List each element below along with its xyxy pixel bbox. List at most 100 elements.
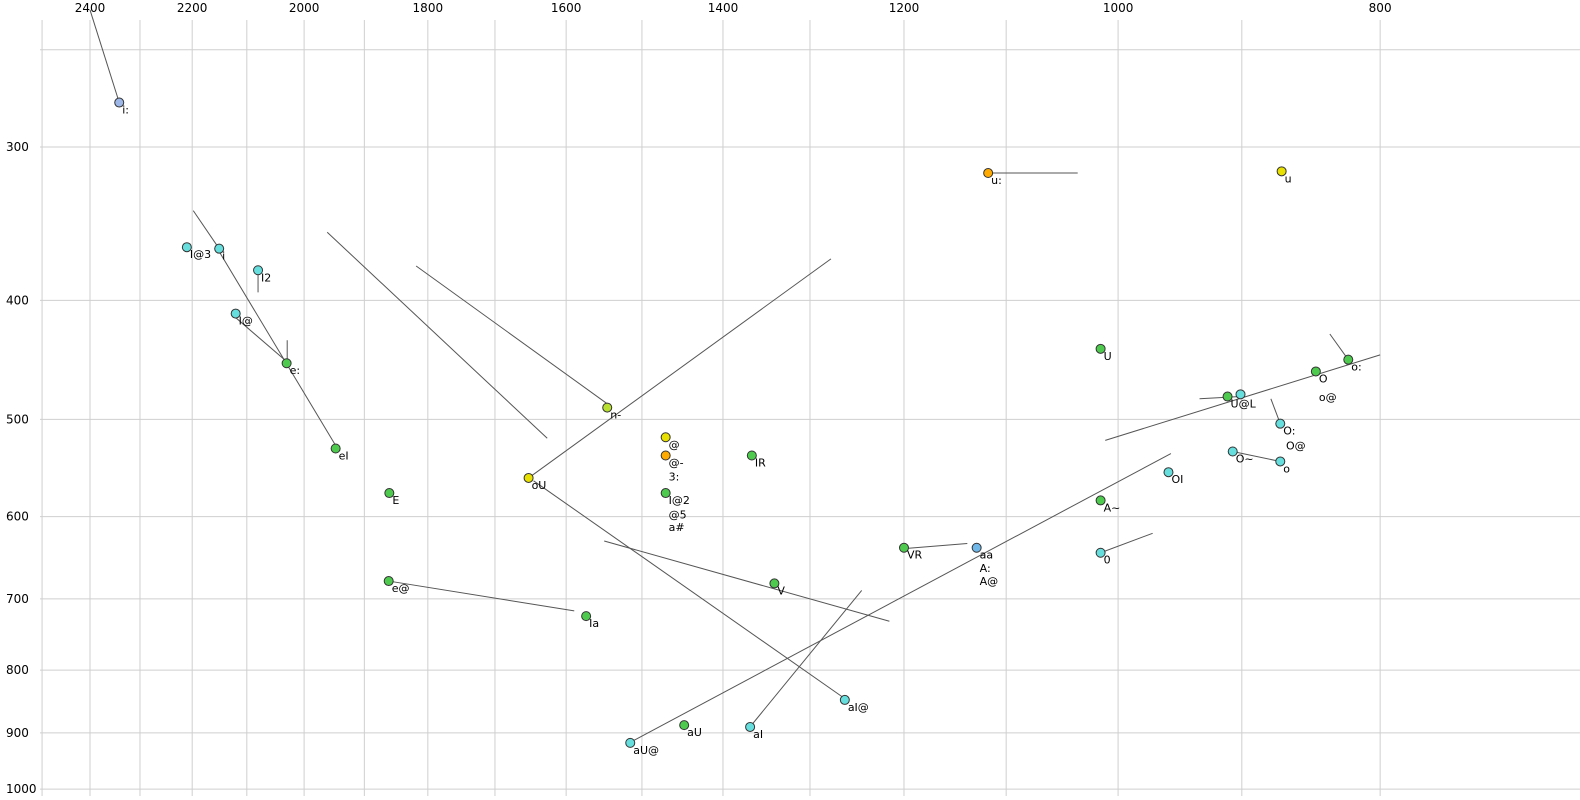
point-label: 3:: [669, 470, 680, 483]
data-point: [745, 721, 756, 732]
data-point: [1275, 418, 1286, 429]
point-label: I@2: [669, 494, 690, 507]
trajectory-line: [192, 210, 220, 249]
point-label: e:: [290, 364, 300, 377]
y-axis-tick-label: 800: [6, 663, 29, 677]
data-point: [660, 488, 671, 499]
x-axis-tick-label: 1400: [708, 1, 739, 15]
data-point: [1227, 446, 1238, 457]
data-point: [230, 308, 241, 319]
data-point: [839, 694, 850, 705]
point-label: a#: [669, 521, 685, 534]
trajectory-line: [1329, 333, 1349, 360]
x-axis-tick-label: 2000: [289, 1, 320, 15]
trajectory-line: [1232, 451, 1281, 462]
point-label: o:: [1351, 361, 1361, 374]
trajectory-line: [89, 9, 120, 103]
data-point: [1095, 343, 1106, 354]
data-point: [660, 450, 671, 461]
data-point: [523, 472, 534, 483]
trajectory-line: [1100, 532, 1153, 554]
point-label: A:: [980, 562, 991, 575]
x-axis-tick-label: 1000: [1103, 1, 1134, 15]
data-point: [1222, 391, 1233, 402]
data-point: [330, 443, 341, 454]
data-point: [114, 97, 125, 108]
point-label: aI: [753, 728, 763, 741]
trajectory-line: [388, 580, 575, 612]
point-label: E: [392, 494, 399, 507]
point-label: I2: [261, 271, 271, 284]
point-label: eI: [339, 449, 349, 462]
data-point: [1343, 354, 1354, 365]
point-label: u: [1285, 172, 1292, 185]
point-label: IR: [755, 457, 766, 470]
trajectory-line: [415, 265, 609, 405]
y-axis-tick-label: 300: [6, 140, 29, 154]
trajectory-line: [233, 315, 288, 363]
point-label: i: [222, 250, 225, 263]
data-point: [1310, 366, 1321, 377]
data-point: [384, 488, 395, 499]
data-point: [1163, 467, 1174, 478]
data-point: [1275, 456, 1286, 467]
data-point: [1095, 495, 1106, 506]
point-label: OI: [1171, 473, 1183, 486]
trajectory-line: [604, 540, 890, 622]
data-point: [1235, 389, 1246, 400]
y-axis-tick-label: 1000: [6, 782, 37, 796]
trajectory-line: [528, 258, 832, 479]
point-label: I@3: [190, 248, 211, 261]
data-points: i: u: u I@3 i I2 I@ e: Uo: Oo@ U@L n- @ @-3: eI IR O:O@ O…: [114, 97, 1362, 757]
point-label: A~: [1104, 501, 1121, 514]
trajectory-line: [750, 590, 863, 727]
axis-ticks: 2400 2200 2000 1800 1600 1400 1200 1000 800 300 40…: [6, 1, 1392, 796]
point-label: aU: [687, 726, 702, 739]
data-point: [1095, 547, 1106, 558]
data-point: [253, 265, 264, 276]
x-axis-tick-label: 2400: [75, 1, 106, 15]
data-point: [383, 576, 394, 587]
data-point: [214, 243, 225, 254]
point-label: o: [1283, 462, 1290, 475]
point-label: aa: [980, 549, 993, 562]
point-label: 0: [1104, 554, 1111, 567]
point-label: @-: [669, 457, 684, 470]
data-point: [581, 611, 592, 622]
point-label: aI@: [848, 701, 869, 714]
point-label: O@: [1286, 439, 1306, 452]
point-label: u:: [991, 174, 1002, 187]
data-point: [1276, 166, 1287, 177]
point-label: I@: [239, 315, 253, 328]
grid: [40, 20, 1580, 796]
x-axis-tick-label: 1800: [413, 1, 444, 15]
point-label: n-: [610, 409, 621, 422]
data-point: [181, 242, 192, 253]
point-label: e@: [392, 582, 410, 595]
x-axis-tick-label: 1600: [551, 1, 582, 15]
point-label: oU: [532, 479, 547, 492]
y-axis-tick-label: 400: [6, 293, 29, 307]
data-point: [898, 542, 909, 553]
point-label: U: [1104, 350, 1112, 363]
point-label: Ia: [589, 617, 599, 630]
y-axis-tick-label: 600: [6, 510, 29, 524]
trajectory-lines: [89, 9, 1381, 743]
point-label: @: [669, 438, 680, 451]
data-point: [983, 168, 994, 179]
data-point: [660, 432, 671, 443]
point-label: O: [1319, 372, 1328, 385]
trajectory-line: [533, 480, 847, 700]
point-label: U@L: [1231, 398, 1257, 411]
data-point: [679, 720, 690, 731]
point-label: V: [777, 584, 785, 597]
data-point: [281, 358, 292, 369]
trajectory-line: [326, 231, 548, 439]
y-axis-tick-label: 500: [6, 412, 29, 426]
point-label: O:: [1283, 425, 1295, 438]
trajectory-line: [1199, 396, 1241, 400]
point-label: O~: [1236, 453, 1254, 466]
point-label: aU@: [633, 744, 659, 757]
trajectory-line: [903, 543, 968, 550]
point-label: A@: [980, 575, 999, 588]
